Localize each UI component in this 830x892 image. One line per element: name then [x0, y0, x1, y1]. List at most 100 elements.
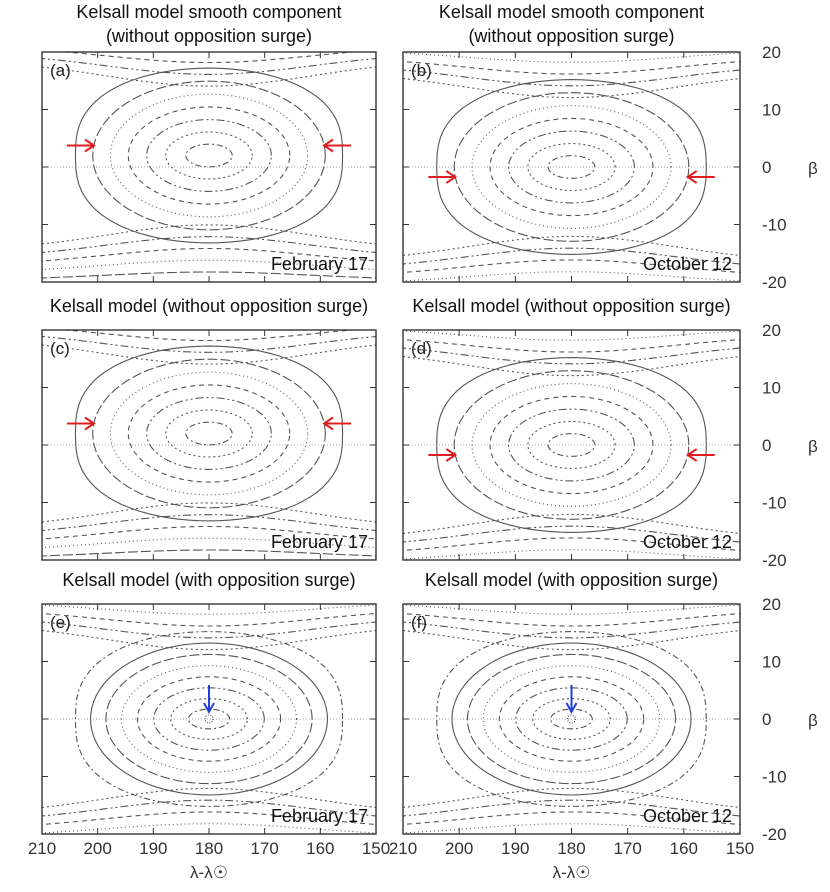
- contour-lines: [37, 596, 381, 834]
- y-tick-label: -10: [762, 494, 787, 513]
- y-tick-label: 20: [762, 595, 781, 614]
- open-contour: [398, 596, 745, 602]
- closed-contour: [74, 67, 344, 244]
- panel-b: Kelsall model smooth component (without o…: [402, 2, 818, 292]
- open-contour: [403, 69, 740, 87]
- closed-contour: [508, 130, 635, 204]
- open-contour: [42, 236, 376, 254]
- closed-contour: [436, 79, 707, 255]
- blue-arrow: [565, 685, 578, 715]
- y-tick-label: -20: [762, 825, 787, 844]
- open-contour: [403, 235, 740, 257]
- open-contour: [403, 355, 740, 377]
- open-contour: [42, 247, 376, 262]
- open-contour: [403, 811, 740, 826]
- panel-e: Kelsall model (with opposition surge) (e)…: [28, 570, 390, 882]
- x-tick-label: 180: [557, 839, 585, 858]
- closed-contour: [471, 383, 672, 507]
- open-contour: [403, 347, 740, 365]
- x-tick-label: 200: [83, 839, 111, 858]
- panel-title-line: Kelsall model smooth component: [439, 2, 704, 22]
- y-axis-label: β: [808, 437, 818, 456]
- open-contour: [403, 621, 740, 639]
- closed-contour: [527, 420, 616, 470]
- open-contour: [42, 57, 376, 75]
- closed-contour: [153, 687, 265, 751]
- open-contour: [42, 271, 376, 279]
- panel-label: (b): [411, 61, 432, 80]
- panel-title: Kelsall model (with opposition surge): [62, 570, 355, 590]
- closed-contour: [436, 631, 707, 807]
- x-tick-label: 180: [195, 839, 223, 858]
- open-contour: [42, 259, 376, 270]
- open-contour: [403, 787, 740, 809]
- closed-contour: [109, 371, 309, 496]
- open-contour: [403, 259, 740, 274]
- closed-contour: [185, 143, 233, 168]
- open-contour: [398, 322, 745, 328]
- open-contour: [42, 621, 376, 639]
- open-contour: [403, 799, 740, 817]
- y-tick-label: 10: [762, 653, 781, 672]
- closed-contour: [146, 397, 272, 470]
- x-tick-label: 190: [501, 839, 529, 858]
- open-contour: [42, 799, 376, 817]
- red-arrow-right: [322, 416, 352, 431]
- closed-contour: [550, 708, 593, 730]
- x-tick-label: 150: [362, 839, 390, 858]
- panel-title-line: Kelsall model smooth component: [76, 2, 341, 22]
- panel-label: (f): [411, 613, 427, 632]
- open-contour: [403, 247, 740, 265]
- closed-contour: [170, 698, 248, 740]
- open-contour: [59, 52, 359, 64]
- red-arrow-right: [685, 448, 715, 462]
- closed-contour: [547, 433, 596, 457]
- closed-contour: [92, 358, 326, 509]
- y-tick-label: 0: [762, 436, 771, 455]
- panel-date: February 17: [271, 532, 368, 552]
- closed-contour: [74, 631, 344, 807]
- open-contour: [42, 811, 376, 826]
- closed-contour: [187, 708, 231, 730]
- closed-contour: [136, 676, 282, 762]
- closed-contour: [165, 131, 253, 180]
- panel-title-line: (without opposition surge): [468, 26, 674, 46]
- x-tick-label: 150: [726, 839, 754, 858]
- closed-contour: [527, 142, 616, 192]
- contour-lines: [398, 322, 745, 560]
- open-contour: [42, 549, 376, 557]
- blue-arrow: [203, 685, 215, 715]
- closed-contour: [498, 676, 645, 762]
- contour-lines: [403, 52, 740, 282]
- open-contour: [42, 224, 376, 245]
- open-contour: [403, 612, 740, 627]
- contour-lines: [37, 52, 381, 287]
- red-arrow-left: [66, 416, 96, 431]
- red-arrow-right: [685, 170, 715, 184]
- closed-contour: [105, 653, 313, 785]
- y-tick-label: 20: [762, 321, 781, 340]
- open-contour: [37, 284, 381, 287]
- open-contour: [37, 596, 381, 602]
- contour-lines: [398, 596, 745, 834]
- x-tick-label: 160: [306, 839, 334, 858]
- x-tick-label: 210: [389, 839, 417, 858]
- closed-contour: [532, 698, 611, 740]
- panel-title-line: (without opposition surge): [106, 26, 312, 46]
- panel-title: Kelsall model (with opposition surge): [425, 570, 718, 590]
- open-contour: [42, 537, 376, 548]
- panel-date: October 12: [643, 806, 732, 826]
- y-axis-label: β: [808, 711, 818, 730]
- closed-contour: [466, 653, 677, 785]
- closed-contour: [471, 105, 672, 229]
- x-tick-label: 170: [250, 839, 278, 858]
- contour-lines: [37, 319, 381, 557]
- open-contour: [37, 319, 381, 329]
- x-axis-label: λ-λ☉: [553, 863, 591, 882]
- peak-contour: [204, 714, 214, 724]
- y-tick-label: -20: [762, 551, 787, 570]
- y-tick-label: 20: [762, 43, 781, 62]
- closed-contour: [508, 408, 635, 482]
- closed-contour: [74, 345, 344, 522]
- open-contour: [42, 823, 376, 834]
